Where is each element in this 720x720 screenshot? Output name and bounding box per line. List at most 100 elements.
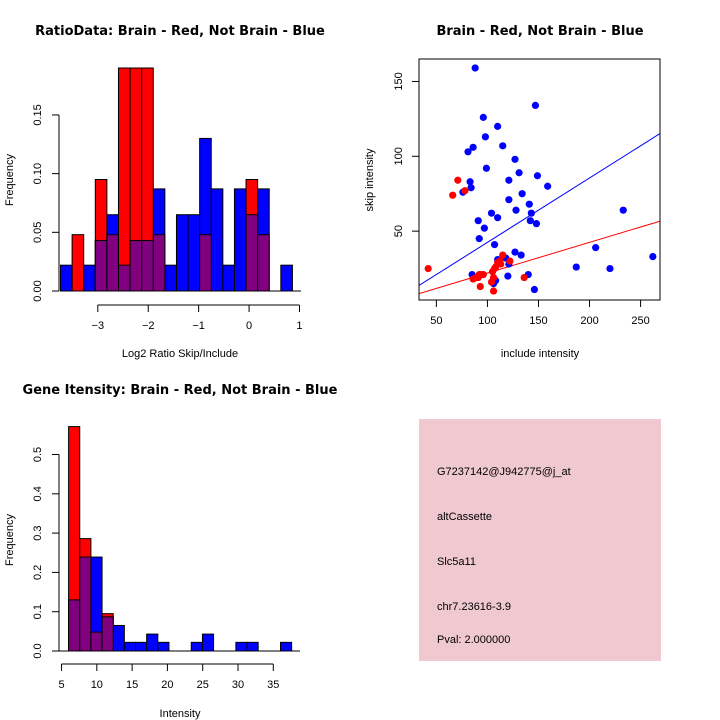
ratio-hist-bar-overlap — [245, 214, 259, 292]
intensity-hist-bar-notbrain — [201, 633, 215, 652]
scatter-ylabel: skip intensity — [364, 148, 376, 211]
scatter-point-notbrain — [504, 272, 512, 280]
ratio-hist-y-tick-label: 0.00 — [32, 280, 44, 301]
scatter-point-notbrain — [469, 143, 477, 151]
ratio-hist-y-tick-label: 0.05 — [32, 222, 44, 243]
scatter-x-tick-label: 100 — [478, 315, 496, 327]
ratio-hist-bar-overlap — [257, 234, 270, 292]
intensity-hist-x-tick-label: 20 — [161, 679, 173, 691]
intensity-hist-bar-notbrain — [146, 633, 159, 652]
scatter-point-notbrain — [530, 285, 538, 294]
intensity-hist-y-tick-label: 0.5 — [32, 447, 44, 462]
scatter-point-notbrain — [533, 172, 542, 180]
ratio-hist-xlabel: Log2 Ratio Skip/Include — [122, 348, 238, 360]
scatter-point-notbrain — [494, 122, 502, 130]
ratio-hist-x-tick-label: −1 — [192, 320, 205, 332]
scatter-point-notbrain — [505, 196, 513, 204]
scatter-point-brain — [520, 273, 528, 282]
intensity-hist-bar-notbrain — [235, 641, 248, 652]
ratio-hist-bar-brain — [117, 67, 131, 292]
location-text: chr7.23616-3.9 — [437, 601, 511, 613]
intensity-hist-bar-notbrain — [246, 641, 259, 652]
intensity-hist-bar-notbrain — [123, 641, 137, 652]
probe-id-text: G7237142@J942775@j_at — [437, 466, 571, 478]
intensity-hist-bar-notbrain — [190, 641, 203, 652]
scatter-point-brain — [489, 287, 498, 295]
intensity-hist-x-tick-label: 30 — [232, 679, 244, 691]
ratio-hist-bar-notbrain — [175, 214, 189, 292]
scatter-point-notbrain — [511, 248, 519, 256]
ratio-hist-bar-notbrain — [210, 188, 224, 292]
scatter-point-brain — [499, 251, 507, 259]
intensity-hist-bar-notbrain — [112, 624, 125, 652]
scatter-point-notbrain — [525, 200, 533, 208]
intensity-hist-x-tick-label: 35 — [267, 679, 279, 691]
intensity-hist-bar-notbrain — [135, 641, 148, 652]
scatter-point-notbrain — [464, 148, 472, 156]
scatter-point-notbrain — [515, 169, 523, 177]
ratio-hist-bar-notbrain — [187, 214, 201, 292]
intensity-hist-x-tick-label: 5 — [58, 679, 64, 691]
intensity-hist-bar-notbrain — [157, 641, 170, 652]
ratio-hist-bar-overlap — [117, 264, 131, 292]
scatter-point-brain — [506, 257, 514, 265]
info-panel-background — [419, 419, 661, 661]
scatter-y-tick-label: 50 — [393, 225, 405, 237]
ratio-hist-y-tick-label: 0.15 — [32, 104, 44, 125]
ratio-hist-y-tick-label: 0.10 — [32, 163, 44, 184]
scatter-point-notbrain — [619, 206, 627, 214]
scatter-point-notbrain — [505, 176, 513, 184]
scatter-point-notbrain — [527, 209, 535, 217]
scatter-point-brain — [497, 260, 505, 268]
scatter-point-brain — [424, 264, 432, 273]
ratio-hist-bar-overlap — [199, 234, 212, 292]
ratio-hist-bar-overlap — [141, 240, 154, 292]
intensity-hist-y-tick-label: 0.1 — [32, 604, 44, 619]
scatter-point-brain — [474, 273, 482, 282]
intensity-hist-ylabel: Frequency — [4, 514, 16, 566]
scatter-point-notbrain — [526, 217, 534, 225]
ratio-hist-bar-notbrain — [233, 188, 247, 292]
scatter-point-notbrain — [572, 263, 580, 271]
scatter-point-notbrain — [499, 142, 507, 150]
intensity-hist-bar-overlap — [101, 616, 114, 652]
ratio-histogram-panel: RatioData: Brain - Red, Not Brain - Blue… — [4, 24, 325, 360]
scatter-point-notbrain — [494, 214, 502, 222]
intensity-hist-bar-overlap — [68, 599, 81, 652]
scatter-panel: Brain - Red, Not Brain - Blue 50 100 150 20… — [364, 24, 661, 360]
scatter-point-notbrain — [487, 209, 496, 217]
intensity-hist-x-tick-label: 10 — [91, 679, 103, 691]
scatter-point-brain — [449, 191, 457, 199]
scatter-point-notbrain — [466, 178, 474, 186]
ratio-hist-bar-brain — [71, 234, 85, 292]
scatter-point-notbrain — [518, 190, 526, 198]
gene-name-text: Slc5a11 — [437, 556, 476, 568]
scatter-xlabel: include intensity — [501, 348, 580, 360]
scatter-point-notbrain — [512, 206, 520, 214]
intensity-histogram-panel: Gene Itensity: Brain - Red, Not Brain - … — [4, 383, 338, 720]
intensity-hist-y-tick-label: 0.0 — [32, 643, 44, 658]
scatter-point-notbrain — [471, 64, 479, 72]
intensity-hist-y-tick-label: 0.4 — [32, 486, 44, 501]
fit-line-brain — [419, 220, 660, 295]
intensity-hist-bar-notbrain — [279, 641, 293, 652]
scatter-point-notbrain — [480, 224, 488, 232]
ratio-hist-bar-notbrain — [164, 264, 177, 292]
scatter-point-notbrain — [479, 113, 487, 121]
scatter-x-tick-label: 50 — [430, 315, 442, 327]
scatter-point-notbrain — [490, 241, 499, 249]
ratio-hist-bar-overlap — [152, 234, 166, 292]
intensity-hist-x-tick-label: 15 — [126, 679, 138, 691]
scatter-point-notbrain — [482, 164, 490, 172]
scatter-point-notbrain — [606, 264, 614, 273]
ratio-hist-bar-notbrain — [280, 264, 293, 292]
ratio-hist-ylabel: Frequency — [4, 154, 16, 206]
ratio-hist-bar-notbrain — [222, 264, 235, 292]
scatter-x-tick-label: 200 — [580, 315, 598, 327]
info-panel: G7237142@J942775@j_at altCassette Slc5a1… — [419, 419, 661, 661]
ratio-hist-title: RatioData: Brain - Red, Not Brain - Blue — [35, 24, 325, 39]
scatter-point-notbrain — [481, 133, 489, 141]
scatter-point-brain — [489, 273, 498, 282]
scatter-plot-box — [418, 58, 661, 301]
